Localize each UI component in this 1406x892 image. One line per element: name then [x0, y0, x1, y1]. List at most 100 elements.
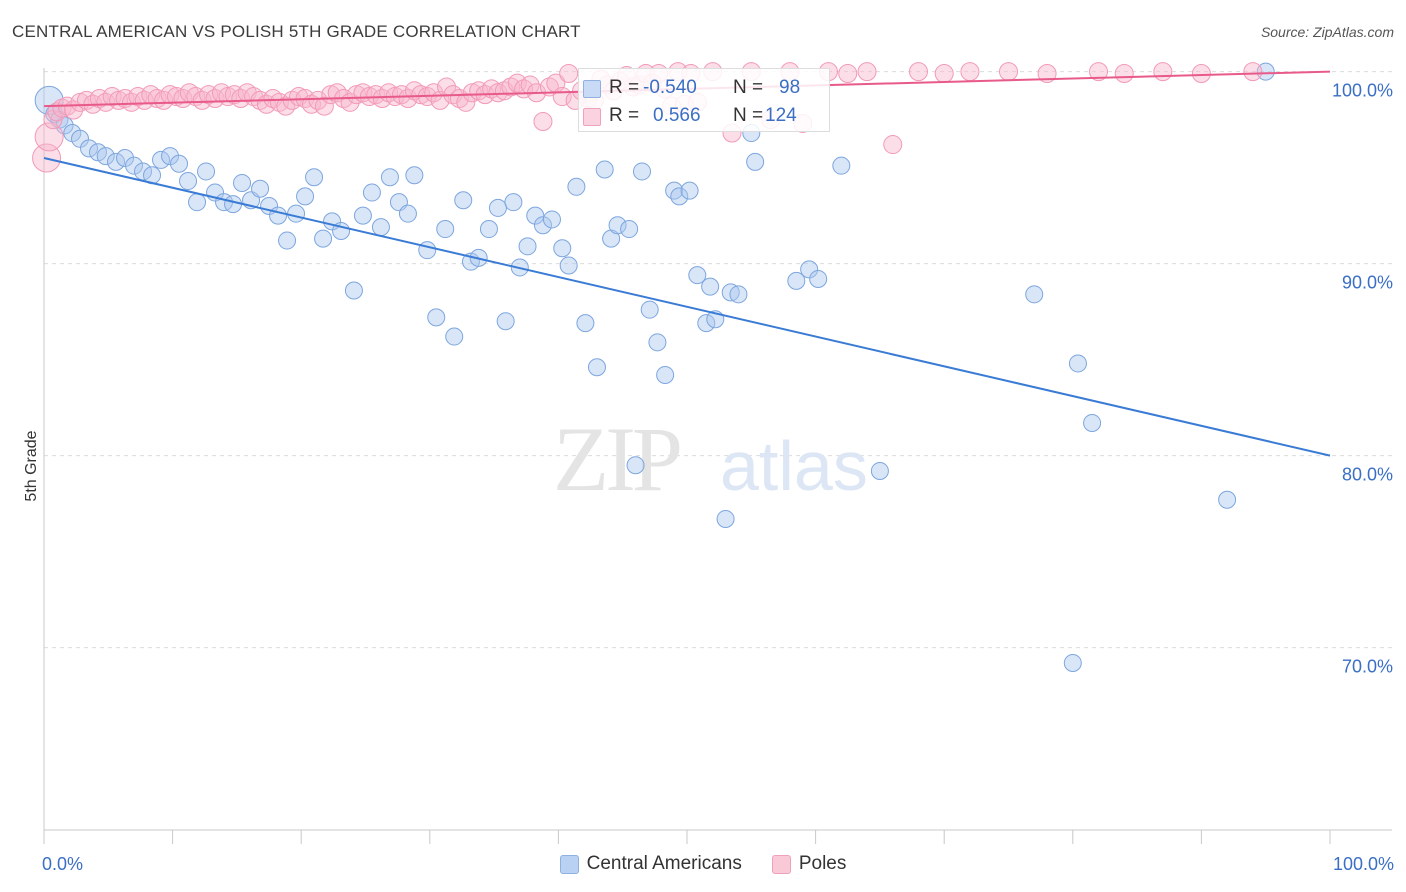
data-point-central-americans — [640, 300, 659, 319]
legend-item-central-americans[interactable]: Central Americans — [559, 853, 742, 875]
data-point-central-americans — [125, 156, 144, 175]
data-point-poles — [908, 62, 928, 82]
data-point-central-americans — [504, 193, 523, 212]
data-point-poles — [838, 64, 858, 84]
data-point-central-americans — [553, 239, 572, 258]
data-point-poles — [166, 87, 186, 107]
stats-n-label: N = — [733, 77, 764, 98]
data-point-central-americans — [670, 187, 689, 206]
data-point-central-americans — [418, 241, 437, 260]
data-point-central-americans — [608, 216, 627, 235]
data-point-central-americans — [80, 139, 99, 158]
stats-n-value: 124 — [765, 105, 797, 126]
watermark-atlas: atlas — [720, 427, 868, 505]
data-point-central-americans — [576, 314, 595, 333]
data-point-central-americans — [197, 162, 216, 181]
data-point-central-americans — [697, 314, 716, 333]
data-point-central-americans — [71, 129, 90, 148]
watermark-zip: ZIP — [553, 408, 680, 510]
stats-swatch-pink — [583, 108, 601, 126]
data-point-central-americans — [427, 308, 446, 327]
data-point-central-americans — [595, 160, 614, 179]
data-point-central-americans — [665, 181, 684, 200]
data-point-central-americans — [1083, 413, 1102, 432]
y-tick-label: 70.0% — [1342, 657, 1393, 677]
x-tick-label: 0.0% — [42, 854, 83, 874]
data-point-central-americans — [405, 166, 424, 185]
data-point-central-americans — [251, 179, 270, 198]
source-label: Source: ZipAtlas.com — [1260, 24, 1394, 40]
data-point-central-americans — [96, 147, 115, 166]
data-point-central-americans — [620, 220, 639, 239]
legend-item-poles[interactable]: Poles — [771, 853, 846, 875]
data-point-poles — [34, 122, 64, 152]
data-point-central-americans — [648, 333, 667, 352]
data-point-central-americans — [269, 206, 288, 225]
stats-swatch-blue — [583, 80, 601, 98]
data-point-poles — [934, 64, 954, 84]
data-point-central-americans — [656, 365, 675, 384]
data-point-central-americans — [170, 154, 189, 173]
data-point-central-americans — [314, 229, 333, 248]
data-point-central-americans — [746, 152, 765, 171]
data-point-central-americans — [152, 150, 171, 169]
data-point-central-americans — [445, 327, 464, 346]
data-point-central-americans — [188, 193, 207, 212]
data-point-poles — [1243, 62, 1263, 82]
legend-swatch-blue — [559, 854, 579, 874]
x-tick-label: 100.0% — [1333, 854, 1394, 874]
data-point-central-americans — [398, 204, 417, 223]
data-point-poles — [1114, 64, 1134, 84]
data-point-central-americans — [542, 210, 561, 229]
stats-r-label: R = — [609, 105, 640, 126]
data-point-central-americans — [533, 216, 552, 235]
data-point-central-americans — [488, 198, 507, 217]
stats-n-label: N = — [733, 105, 764, 126]
stats-box: R = -0.540 N = 98 R = 0.566 N = 124 — [578, 68, 830, 132]
data-point-central-americans — [296, 187, 315, 206]
data-point-central-americans — [1063, 653, 1082, 672]
grid-lines — [44, 71, 1392, 649]
data-point-central-americans — [161, 147, 180, 166]
data-point-central-americans — [809, 269, 828, 288]
data-point-central-americans — [526, 206, 545, 225]
stats-r-value: 0.566 — [653, 105, 701, 126]
data-point-poles — [456, 92, 476, 112]
data-point-central-americans — [800, 260, 819, 279]
y-tick-label: 90.0% — [1342, 273, 1393, 293]
data-point-central-americans — [362, 183, 381, 202]
data-point-central-americans — [1025, 285, 1044, 304]
data-point-poles — [47, 102, 67, 122]
data-point-central-americans — [832, 156, 851, 175]
data-point-central-americans — [305, 168, 324, 187]
data-point-central-americans — [632, 162, 651, 181]
data-point-poles — [1153, 62, 1173, 82]
series-central-americans — [34, 62, 1275, 672]
data-point-central-americans — [380, 168, 399, 187]
data-point-central-americans — [479, 220, 498, 239]
data-point-central-americans — [371, 218, 390, 237]
data-point-central-americans — [1256, 62, 1275, 81]
data-point-central-americans — [518, 237, 537, 256]
data-point-central-americans — [344, 281, 363, 300]
data-point-poles — [883, 135, 903, 155]
stats-row-poles: R = 0.566 N = 124 — [579, 101, 829, 129]
data-point-central-americans — [179, 172, 198, 191]
data-point-central-americans — [701, 277, 720, 296]
data-point-central-americans — [496, 312, 515, 331]
data-point-central-americans — [688, 266, 707, 285]
data-point-central-americans — [436, 220, 455, 239]
stats-r-value: -0.540 — [643, 77, 697, 98]
trend-line-central-americans — [43, 157, 1331, 457]
stats-r-label: R = — [609, 77, 640, 98]
data-point-central-americans — [454, 191, 473, 210]
data-point-central-americans — [116, 149, 135, 167]
data-point-central-americans — [729, 285, 748, 304]
data-point-poles — [398, 88, 418, 108]
data-point-central-americans — [559, 256, 578, 275]
y-tick-label: 80.0% — [1342, 465, 1393, 485]
data-point-poles — [999, 62, 1018, 82]
y-axis-label: 5th Grade — [23, 430, 40, 501]
stats-n-value: 98 — [779, 77, 801, 98]
